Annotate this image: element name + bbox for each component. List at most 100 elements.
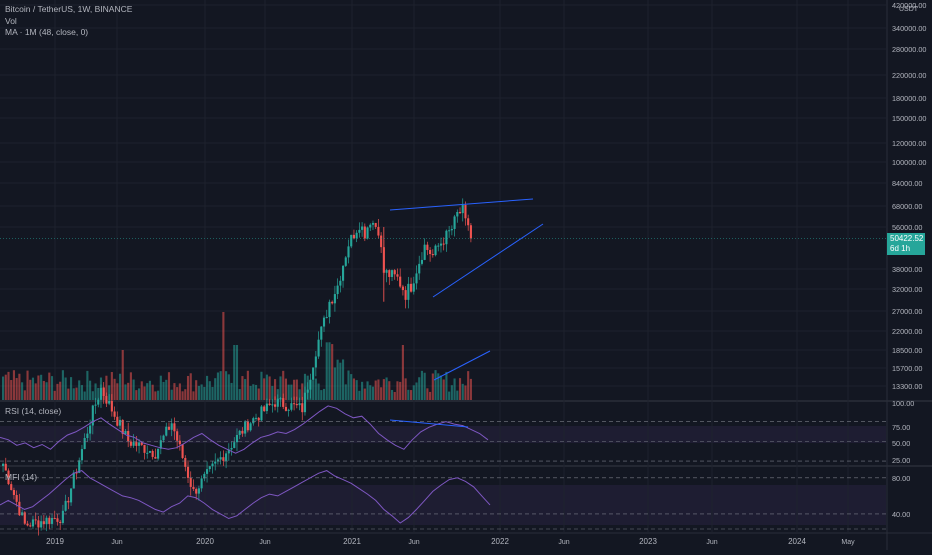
volume-bar xyxy=(167,372,171,400)
volume-bar xyxy=(173,383,176,400)
candle-body xyxy=(140,442,143,445)
candle-body xyxy=(284,406,287,411)
volume-bar xyxy=(420,370,423,400)
volume-bar xyxy=(50,376,54,400)
volume-bar xyxy=(290,384,293,400)
candle-body xyxy=(192,486,195,490)
volume-bar xyxy=(404,378,407,400)
volume-bar xyxy=(325,342,328,400)
price-axis-label: 22000.00 xyxy=(892,327,922,336)
candle-body xyxy=(56,518,59,522)
volume-bar xyxy=(116,383,119,400)
volume-bar xyxy=(97,387,100,400)
candle-body xyxy=(445,230,448,245)
candle-body xyxy=(15,494,18,502)
volume-bar xyxy=(342,359,345,400)
mfi-legend[interactable]: MFI (14) xyxy=(5,472,38,482)
candle-body xyxy=(293,403,296,405)
volume-bar xyxy=(227,374,230,400)
volume-bar xyxy=(374,380,377,400)
volume-bar xyxy=(67,388,70,400)
volume-bar xyxy=(442,379,445,400)
candle-body xyxy=(29,525,32,527)
candle-body xyxy=(189,477,192,487)
volume-bar xyxy=(426,388,429,400)
price-axis-label: 180000.00 xyxy=(892,94,927,103)
volume-bar xyxy=(298,389,301,400)
price-axis-label: 27000.00 xyxy=(892,307,922,316)
volume-bar xyxy=(40,374,43,400)
candle-body xyxy=(448,230,451,232)
volume-bar xyxy=(72,388,75,400)
candle-body xyxy=(154,456,157,459)
volume-bar xyxy=(322,388,326,400)
volume-bar xyxy=(233,345,236,400)
volume-bar xyxy=(445,371,448,400)
rsi-axis-label: 100.00 xyxy=(892,399,914,408)
volume-bar xyxy=(70,377,73,400)
price-axis-label: 280000.00 xyxy=(892,45,927,54)
rsi-axis-label: 75.00 xyxy=(892,423,910,432)
volume-bar xyxy=(170,389,173,400)
candle-body xyxy=(45,517,48,525)
candle-body xyxy=(12,489,15,495)
candle-body xyxy=(423,244,426,260)
candle-body xyxy=(366,227,369,239)
candle-body xyxy=(211,463,214,467)
volume-bar xyxy=(390,389,394,400)
symbol-legend[interactable]: Bitcoin / TetherUS, 1W, BINANCE xyxy=(5,4,133,14)
candle-body xyxy=(388,270,391,277)
volume-bar xyxy=(132,379,135,400)
ma-legend[interactable]: MA · 1M (48, close, 0) xyxy=(5,27,89,37)
time-axis-label: 2020 xyxy=(196,537,214,546)
candle-body xyxy=(377,226,380,236)
candle-body xyxy=(113,411,116,417)
price-axis-label: 84000.00 xyxy=(892,179,922,188)
candle-body xyxy=(464,204,467,219)
candle-body xyxy=(4,463,7,471)
candle-body xyxy=(312,367,315,380)
volume-bar xyxy=(21,382,24,400)
candle-body xyxy=(426,244,429,250)
volume-bar xyxy=(382,379,385,400)
volume-bar xyxy=(189,373,192,400)
candle-body xyxy=(227,449,230,454)
volume-bar xyxy=(238,389,241,400)
volume-bar xyxy=(274,379,277,400)
candle-body xyxy=(31,519,35,527)
candle-body xyxy=(418,263,421,274)
volume-bar xyxy=(366,381,369,400)
trendline-volume xyxy=(433,350,491,381)
volume-bar xyxy=(2,376,5,400)
candle-body xyxy=(456,211,459,217)
candle-body xyxy=(34,519,37,521)
candle-body xyxy=(450,228,453,231)
candle-body xyxy=(265,403,268,412)
candle-body xyxy=(249,423,252,431)
candle-body xyxy=(263,406,266,412)
candle-body xyxy=(287,409,290,411)
volume-legend[interactable]: Vol xyxy=(5,16,17,26)
volume-bar xyxy=(235,345,239,400)
volume-bar xyxy=(371,386,375,400)
rsi-divergence-line xyxy=(389,419,469,428)
candle-body xyxy=(230,447,233,450)
volume-bar xyxy=(37,375,40,400)
rsi-legend[interactable]: RSI (14, close) xyxy=(5,406,62,416)
volume-bar xyxy=(206,375,209,400)
candle-body xyxy=(301,403,304,413)
candle-body xyxy=(374,222,377,227)
volume-bar xyxy=(121,350,124,400)
volume-bar xyxy=(29,379,32,400)
candle-body xyxy=(70,488,73,503)
volume-bar xyxy=(165,379,168,400)
candle-body xyxy=(53,517,56,519)
rsi-axis-label: 25.00 xyxy=(892,456,910,465)
candle-body xyxy=(2,463,5,466)
volume-bar xyxy=(461,383,464,400)
candle-body xyxy=(10,484,13,490)
volume-bar xyxy=(450,385,453,400)
candle-body xyxy=(333,294,336,304)
